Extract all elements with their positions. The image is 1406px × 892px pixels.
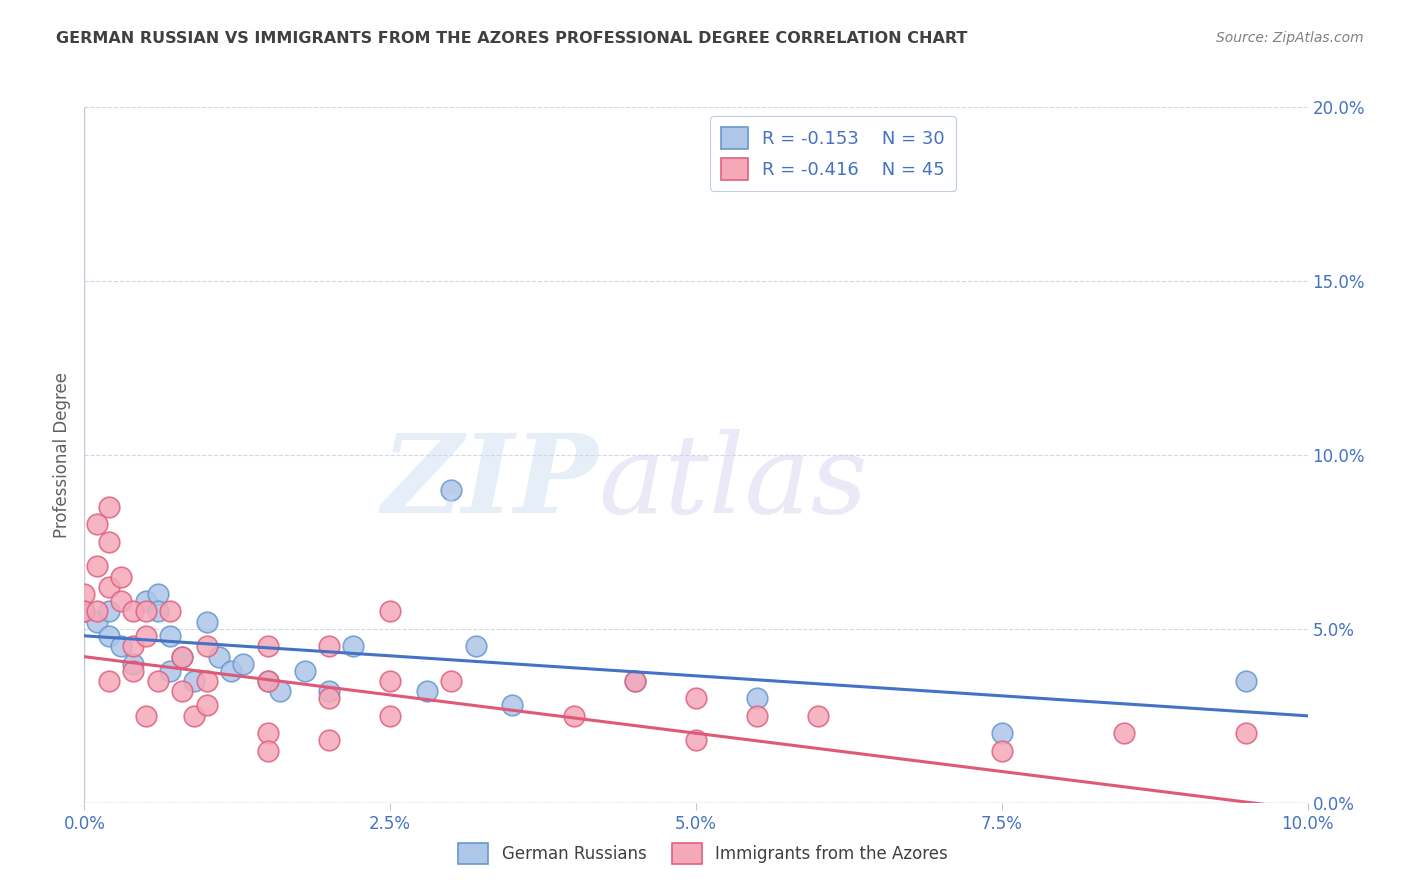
Point bbox=[991, 744, 1014, 758]
Point bbox=[380, 708, 402, 723]
Point bbox=[86, 559, 108, 574]
Point bbox=[232, 657, 254, 671]
Point bbox=[257, 726, 280, 740]
Point bbox=[195, 698, 218, 713]
Point bbox=[110, 570, 132, 584]
Point bbox=[747, 691, 769, 706]
Text: Source: ZipAtlas.com: Source: ZipAtlas.com bbox=[1216, 31, 1364, 45]
Point bbox=[380, 674, 402, 689]
Point bbox=[195, 615, 218, 629]
Point bbox=[195, 674, 218, 689]
Point bbox=[135, 629, 157, 643]
Point bbox=[380, 605, 402, 619]
Y-axis label: Professional Degree: Professional Degree bbox=[53, 372, 72, 538]
Point bbox=[219, 664, 242, 678]
Point bbox=[86, 615, 108, 629]
Point bbox=[464, 639, 486, 653]
Point bbox=[110, 639, 132, 653]
Point bbox=[97, 580, 120, 594]
Point bbox=[440, 483, 463, 497]
Point bbox=[73, 605, 96, 619]
Point bbox=[73, 605, 96, 619]
Point bbox=[122, 657, 145, 671]
Point bbox=[183, 674, 205, 689]
Point bbox=[122, 605, 145, 619]
Point bbox=[294, 664, 316, 678]
Point bbox=[257, 744, 280, 758]
Point bbox=[257, 674, 280, 689]
Point bbox=[159, 664, 181, 678]
Point bbox=[97, 629, 120, 643]
Point bbox=[183, 708, 205, 723]
Point bbox=[135, 594, 157, 608]
Point bbox=[146, 587, 169, 601]
Point bbox=[146, 674, 169, 689]
Point bbox=[562, 708, 585, 723]
Point bbox=[122, 664, 145, 678]
Point bbox=[318, 733, 340, 747]
Point bbox=[318, 684, 340, 698]
Point bbox=[257, 674, 280, 689]
Point bbox=[502, 698, 524, 713]
Point bbox=[159, 629, 181, 643]
Point bbox=[1114, 726, 1136, 740]
Point bbox=[685, 733, 707, 747]
Point bbox=[110, 594, 132, 608]
Point bbox=[257, 639, 280, 653]
Point bbox=[97, 605, 120, 619]
Legend: R = -0.153    N = 30, R = -0.416    N = 45: R = -0.153 N = 30, R = -0.416 N = 45 bbox=[710, 116, 956, 191]
Text: GERMAN RUSSIAN VS IMMIGRANTS FROM THE AZORES PROFESSIONAL DEGREE CORRELATION CHA: GERMAN RUSSIAN VS IMMIGRANTS FROM THE AZ… bbox=[56, 31, 967, 46]
Point bbox=[624, 674, 647, 689]
Point bbox=[73, 587, 96, 601]
Point bbox=[159, 605, 181, 619]
Point bbox=[416, 684, 439, 698]
Point bbox=[807, 708, 830, 723]
Point bbox=[195, 639, 218, 653]
Point bbox=[135, 605, 157, 619]
Point bbox=[86, 605, 108, 619]
Point bbox=[318, 639, 340, 653]
Point bbox=[97, 500, 120, 514]
Point bbox=[440, 674, 463, 689]
Text: ZIP: ZIP bbox=[381, 429, 598, 536]
Point bbox=[86, 517, 108, 532]
Point bbox=[624, 674, 647, 689]
Point bbox=[146, 605, 169, 619]
Point bbox=[269, 684, 291, 698]
Point bbox=[135, 708, 157, 723]
Point bbox=[172, 649, 194, 664]
Legend: German Russians, Immigrants from the Azores: German Russians, Immigrants from the Azo… bbox=[451, 837, 955, 871]
Point bbox=[685, 691, 707, 706]
Text: atlas: atlas bbox=[598, 429, 868, 536]
Point bbox=[172, 649, 194, 664]
Point bbox=[97, 674, 120, 689]
Point bbox=[208, 649, 231, 664]
Point bbox=[991, 726, 1014, 740]
Point bbox=[122, 639, 145, 653]
Point bbox=[747, 708, 769, 723]
Point bbox=[318, 691, 340, 706]
Point bbox=[97, 534, 120, 549]
Point bbox=[172, 684, 194, 698]
Point bbox=[1236, 674, 1258, 689]
Point bbox=[1236, 726, 1258, 740]
Point bbox=[342, 639, 364, 653]
